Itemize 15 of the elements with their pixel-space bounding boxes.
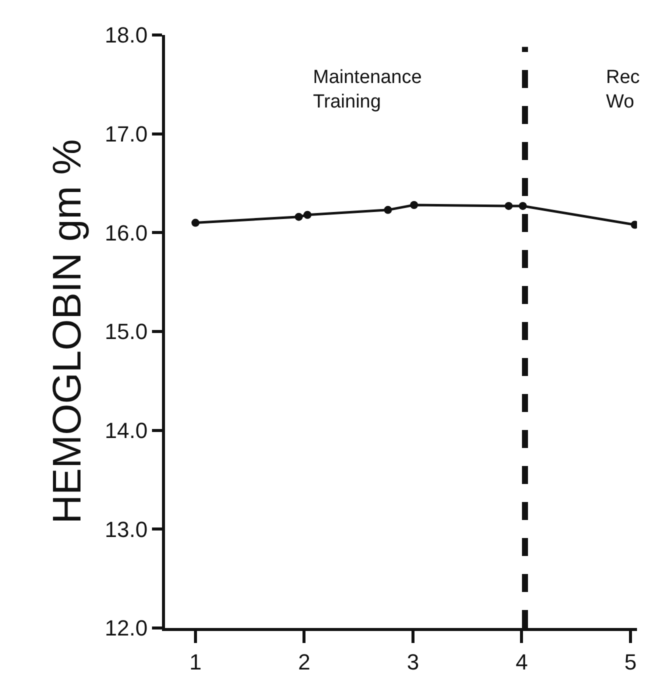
y-tick-label: 13.0 [104, 516, 148, 542]
y-tick-label: 16.0 [104, 220, 148, 246]
x-tick-label: 3 [406, 649, 420, 674]
x-tick-label: 4 [516, 649, 528, 674]
x-tick-label: 5 [624, 649, 637, 674]
y-tick-label: 12.0 [104, 616, 148, 641]
y-tick-label: 17.0 [104, 122, 148, 147]
annotation: Rec Wo [606, 67, 640, 113]
annotation: Maintenance Training [313, 67, 422, 113]
y-axis-title: HEMOGLOBIN gm % [45, 139, 90, 524]
x-tick-label: 1 [189, 649, 202, 674]
y-tick-label: 14.0 [104, 418, 148, 444]
x-tick-label: 2 [298, 649, 310, 674]
y-tick-label: 15.0 [104, 319, 148, 344]
y-tick-label: 18.0 [104, 22, 148, 48]
